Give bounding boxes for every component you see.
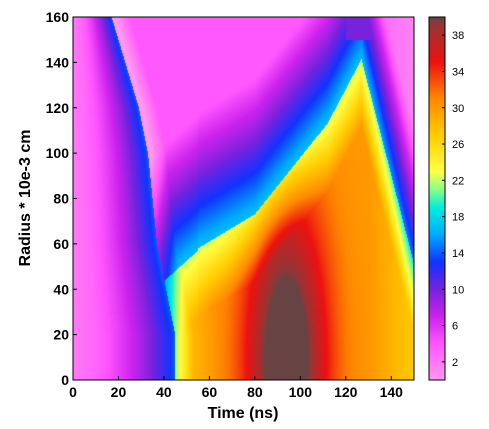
colorbar-tick-label: 18	[452, 212, 464, 224]
x-tick-label: 40	[156, 384, 172, 400]
y-axis-label: Radius * 10e-3 cm	[17, 130, 34, 267]
y-tick-label: 40	[53, 281, 69, 297]
x-tick-label: 140	[380, 384, 404, 400]
colorbar-tick-label: 22	[452, 175, 464, 187]
y-tick-label: 60	[53, 236, 69, 252]
colorbar-tick-label: 26	[452, 139, 464, 151]
y-tick-label: 0	[61, 372, 69, 388]
y-tick-label: 140	[46, 54, 70, 70]
colorbar-tick-label: 38	[452, 30, 464, 42]
x-tick-label: 0	[69, 384, 77, 400]
y-tick-label: 160	[46, 9, 70, 25]
x-tick-label: 60	[202, 384, 218, 400]
colorbar-tick-label: 30	[452, 103, 464, 115]
x-tick-label: 20	[111, 384, 127, 400]
y-tick-label: 80	[53, 191, 69, 207]
colorbar-tick-label: 10	[452, 284, 464, 296]
colorbar-tick-label: 14	[452, 248, 464, 260]
colorbar-tick-label: 2	[452, 357, 458, 369]
x-tick-label: 80	[247, 384, 263, 400]
colorbar-tick-label: 6	[452, 321, 458, 333]
y-tick-label: 100	[46, 145, 70, 161]
heatmap-image	[73, 17, 414, 380]
x-tick-label: 100	[289, 384, 313, 400]
plot-area	[72, 16, 415, 381]
x-axis-label: Time (ns)	[208, 405, 279, 422]
colorbar-tick-label: 34	[452, 66, 464, 78]
y-tick-label: 20	[53, 327, 69, 343]
x-tick-label: 120	[334, 384, 358, 400]
y-tick-label: 120	[46, 100, 70, 116]
colorbar-fill	[428, 16, 446, 381]
x-axis: 0 20 40 60 80 100 120 140	[69, 376, 403, 400]
y-axis: 0 20 40 60 80 100 120 140 160	[46, 9, 77, 388]
